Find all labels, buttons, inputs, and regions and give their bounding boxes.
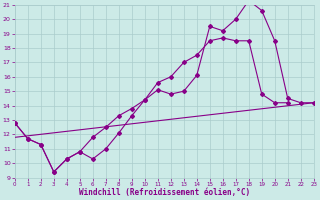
X-axis label: Windchill (Refroidissement éolien,°C): Windchill (Refroidissement éolien,°C) <box>79 188 250 197</box>
